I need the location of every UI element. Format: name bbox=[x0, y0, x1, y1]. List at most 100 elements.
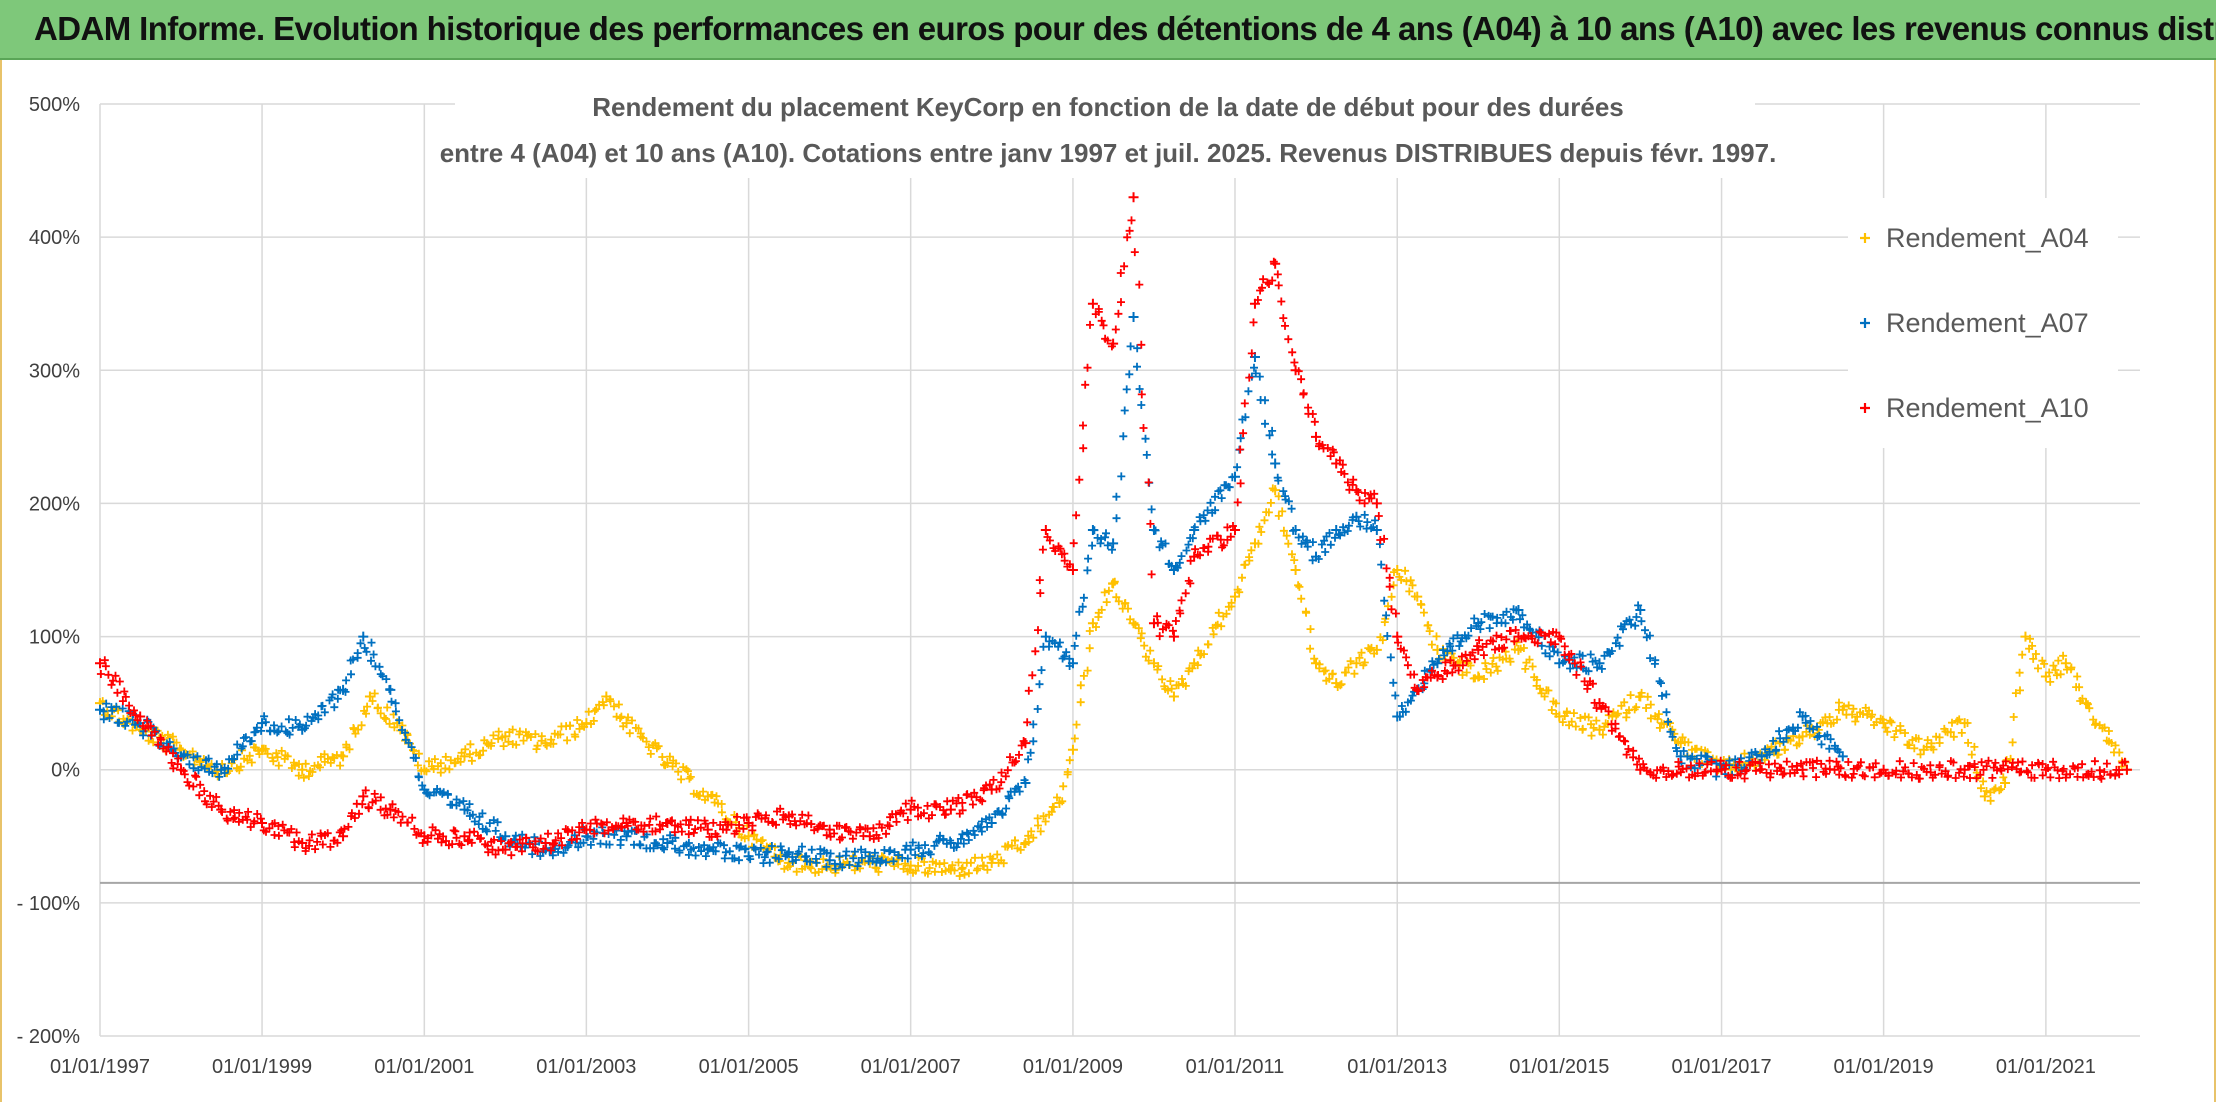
data-point bbox=[962, 791, 971, 799]
y-tick-label: 0% bbox=[51, 760, 80, 782]
data-point bbox=[610, 702, 618, 711]
data-point bbox=[1482, 639, 1491, 648]
data-point bbox=[1070, 734, 1079, 743]
data-point bbox=[1278, 507, 1287, 516]
data-point bbox=[202, 800, 211, 809]
data-point bbox=[1181, 589, 1190, 598]
data-point bbox=[983, 822, 992, 831]
data-point bbox=[313, 837, 322, 846]
data-point bbox=[903, 816, 912, 824]
data-point bbox=[1686, 761, 1695, 770]
data-point bbox=[285, 730, 294, 739]
data-point bbox=[1806, 717, 1815, 725]
data-point bbox=[1572, 670, 1581, 679]
data-point bbox=[1168, 691, 1179, 702]
data-point bbox=[672, 759, 680, 768]
data-point bbox=[905, 844, 916, 855]
data-point bbox=[1181, 681, 1190, 690]
data-point bbox=[1523, 620, 1532, 629]
data-point bbox=[1772, 745, 1781, 754]
data-point bbox=[1371, 516, 1379, 525]
data-point bbox=[1601, 703, 1610, 712]
data-point bbox=[689, 828, 698, 837]
data-point bbox=[958, 863, 967, 872]
data-point bbox=[1279, 314, 1288, 323]
data-point bbox=[578, 818, 587, 827]
data-point bbox=[311, 845, 320, 854]
data-point bbox=[722, 825, 731, 834]
data-point bbox=[1453, 631, 1462, 640]
data-point bbox=[970, 788, 979, 797]
data-point bbox=[753, 809, 762, 818]
data-point bbox=[1033, 814, 1042, 823]
x-tick-label: 01/01/2011 bbox=[1186, 1056, 1285, 1078]
data-point bbox=[1752, 766, 1760, 775]
data-point bbox=[1562, 707, 1571, 716]
data-point bbox=[1770, 759, 1779, 768]
data-point bbox=[1550, 647, 1559, 656]
data-point bbox=[746, 855, 755, 864]
data-point bbox=[1584, 713, 1593, 722]
data-point bbox=[623, 821, 632, 830]
data-point bbox=[539, 844, 548, 853]
data-point bbox=[360, 644, 369, 652]
data-point bbox=[1102, 598, 1111, 607]
data-point bbox=[1124, 604, 1132, 613]
data-point bbox=[433, 834, 442, 843]
data-point bbox=[969, 826, 978, 835]
data-point bbox=[1097, 316, 1106, 325]
data-point bbox=[1865, 706, 1873, 715]
data-point bbox=[436, 759, 445, 768]
data-point bbox=[1343, 478, 1352, 487]
data-point bbox=[1835, 698, 1843, 707]
data-point bbox=[1354, 517, 1363, 526]
data-point bbox=[1825, 756, 1834, 765]
data-point bbox=[1792, 761, 1801, 770]
data-point bbox=[573, 716, 582, 724]
data-point bbox=[1751, 757, 1760, 766]
data-point bbox=[1020, 778, 1031, 789]
data-point bbox=[1479, 651, 1488, 660]
data-point bbox=[1662, 773, 1671, 781]
data-point bbox=[531, 837, 540, 846]
data-point bbox=[995, 784, 1004, 793]
data-point bbox=[614, 700, 623, 709]
data-point bbox=[902, 841, 911, 850]
data-point bbox=[792, 821, 801, 830]
data-point bbox=[1570, 659, 1579, 668]
data-point bbox=[1732, 763, 1741, 772]
data-point bbox=[1935, 761, 1944, 770]
data-point bbox=[1081, 380, 1090, 389]
data-point bbox=[830, 829, 839, 838]
data-point bbox=[1354, 488, 1363, 497]
data-point bbox=[911, 851, 920, 859]
data-point bbox=[1455, 642, 1464, 650]
data-point bbox=[1140, 641, 1149, 650]
data-point bbox=[1427, 640, 1436, 649]
data-point bbox=[1356, 522, 1365, 531]
data-point bbox=[455, 798, 464, 807]
data-point bbox=[2024, 768, 2032, 777]
data-point bbox=[572, 834, 581, 843]
data-point bbox=[1104, 586, 1113, 595]
data-point bbox=[735, 821, 744, 829]
data-point bbox=[143, 716, 152, 725]
data-point bbox=[1041, 817, 1050, 826]
data-point bbox=[812, 858, 821, 867]
data-point bbox=[1476, 625, 1485, 634]
data-point bbox=[959, 839, 968, 848]
data-point bbox=[274, 831, 283, 840]
data-point bbox=[274, 727, 283, 736]
data-point bbox=[427, 831, 436, 840]
data-point bbox=[864, 851, 875, 862]
data-point bbox=[1851, 717, 1860, 726]
data-point bbox=[1027, 827, 1036, 836]
data-point bbox=[2085, 704, 2094, 713]
data-point bbox=[108, 706, 117, 715]
data-point bbox=[218, 808, 227, 816]
data-point bbox=[1982, 762, 1991, 771]
data-point bbox=[762, 811, 770, 820]
data-point bbox=[1076, 681, 1085, 690]
data-point bbox=[1625, 615, 1634, 624]
data-point bbox=[1589, 723, 1598, 732]
